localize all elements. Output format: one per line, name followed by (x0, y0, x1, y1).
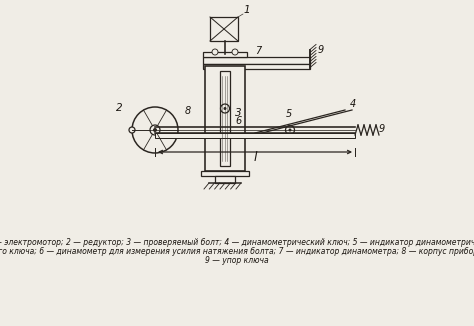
Text: 3: 3 (235, 108, 242, 118)
Bar (220, 71, 230, 166)
Circle shape (129, 127, 135, 133)
Text: 8: 8 (185, 106, 191, 115)
Bar (210, 17, 238, 41)
Bar (203, 52, 247, 57)
Text: 9: 9 (379, 124, 385, 134)
Circle shape (212, 49, 218, 55)
Text: 1 — электромотор; 2 — редуктор; 3 — проверяемый болт; 4 — динамометрический ключ: 1 — электромотор; 2 — редуктор; 3 — пров… (0, 238, 474, 247)
Circle shape (150, 125, 160, 135)
Text: 1: 1 (244, 5, 251, 15)
Circle shape (224, 107, 227, 110)
Text: 9: 9 (318, 45, 324, 55)
Bar (215, 176, 235, 183)
Text: 2: 2 (116, 103, 123, 113)
Circle shape (289, 128, 292, 131)
Text: кого ключа; 6 — динамометр для измерения усилия натяжения болта; 7 — индикатор д: кого ключа; 6 — динамометр для измерения… (0, 247, 474, 256)
Circle shape (153, 128, 157, 132)
Text: 4: 4 (350, 99, 356, 109)
Bar (201, 171, 249, 176)
Text: 6: 6 (235, 115, 241, 126)
Bar (219, 54, 231, 62)
Bar (205, 66, 245, 171)
Text: l: l (253, 151, 257, 164)
Bar (155, 133, 355, 138)
Text: 7: 7 (255, 46, 261, 56)
Bar (203, 64, 310, 69)
Text: 9 — упор ключа: 9 — упор ключа (205, 256, 269, 265)
Text: 5: 5 (286, 109, 292, 119)
Circle shape (232, 49, 238, 55)
Circle shape (132, 107, 178, 153)
Bar (203, 57, 310, 64)
Circle shape (285, 126, 294, 135)
